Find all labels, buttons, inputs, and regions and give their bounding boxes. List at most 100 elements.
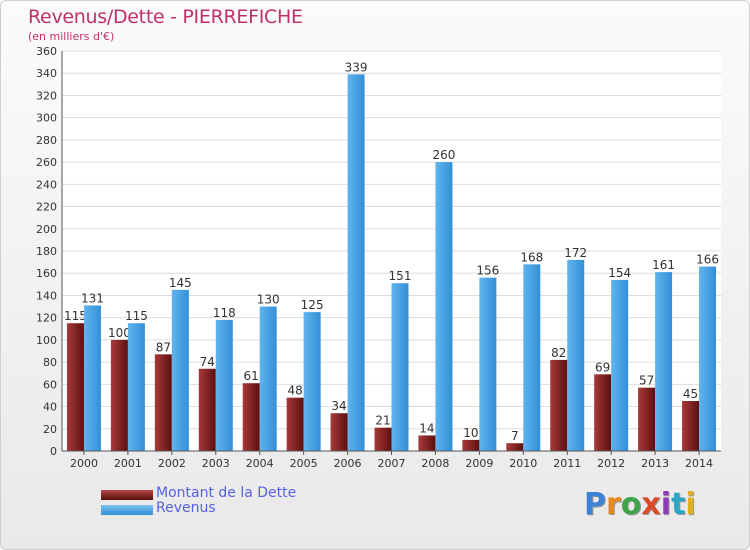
revenue-bar-label: 172	[564, 246, 587, 260]
debt-bar-label: 74	[200, 355, 215, 369]
logo-letter: i	[660, 487, 672, 522]
logo-letter: x	[641, 487, 661, 522]
y-tick-label: 360	[36, 45, 57, 58]
debt-bar	[550, 359, 568, 451]
debt-bar	[66, 323, 84, 451]
debt-bar	[682, 401, 700, 451]
y-tick-label: 240	[36, 178, 57, 191]
x-tick-label: 2008	[421, 457, 449, 470]
logo-letter: r	[606, 487, 621, 522]
x-tick-label: 2002	[158, 457, 186, 470]
y-tick-label: 340	[36, 67, 57, 80]
y-tick-label: 80	[43, 356, 57, 369]
chart-title: Revenus/Dette - PIERREFICHE	[28, 6, 303, 28]
chart-subtitle: (en milliers d'€)	[28, 30, 115, 43]
revenue-bar	[215, 319, 233, 451]
revenue-bar-label: 168	[520, 250, 543, 264]
revenue-bar-label: 118	[213, 306, 236, 320]
debt-bar-label: 61	[244, 369, 259, 383]
revenue-bar-label: 151	[389, 269, 412, 283]
revenue-bar	[391, 283, 409, 451]
revenue-bar-label: 161	[652, 258, 675, 272]
x-tick-label: 2009	[465, 457, 493, 470]
x-tick-label: 2011	[553, 457, 581, 470]
y-tick-label: 120	[36, 312, 57, 325]
debt-bar	[418, 435, 436, 451]
revenue-bar-label: 125	[301, 298, 324, 312]
debt-bar	[242, 383, 260, 451]
debt-bar-label: 57	[639, 374, 654, 388]
revenue-bar-label: 260	[432, 148, 455, 162]
y-tick-label: 300	[36, 112, 57, 125]
debt-bar	[330, 413, 348, 451]
revenue-bar	[655, 272, 673, 451]
x-tick-label: 2005	[290, 457, 318, 470]
y-tick-label: 200	[36, 223, 57, 236]
debt-bar	[594, 374, 612, 451]
revenue-bar-label: 156	[476, 264, 499, 278]
revenue-bar-label: 131	[81, 291, 104, 305]
y-tick-label: 160	[36, 267, 57, 280]
debt-bar-label: 115	[64, 309, 87, 323]
revenue-bar	[171, 289, 189, 451]
legend-label-revenue: Revenus	[156, 500, 216, 516]
proxiti-logo: Proxiti	[584, 487, 696, 522]
y-tick-label: 100	[36, 334, 57, 347]
debt-bar-label: 82	[551, 346, 566, 360]
debt-bar	[198, 368, 216, 451]
revenue-bar-label: 339	[345, 60, 368, 74]
x-tick-label: 2007	[378, 457, 406, 470]
revenue-bar	[303, 312, 321, 451]
debt-bar-label: 87	[156, 340, 171, 354]
x-tick-label: 2004	[246, 457, 274, 470]
y-tick-label: 320	[36, 89, 57, 102]
revenue-bar-label: 115	[125, 309, 148, 323]
revenue-bar-label: 154	[608, 266, 631, 280]
x-tick-label: 2012	[597, 457, 625, 470]
legend-swatch-revenue	[101, 505, 153, 515]
debt-bar-label: 10	[463, 426, 478, 440]
debt-bar	[374, 427, 392, 451]
debt-bar	[110, 339, 128, 451]
revenue-bar	[83, 305, 101, 451]
x-tick-label: 2013	[641, 457, 669, 470]
x-tick-label: 2010	[509, 457, 537, 470]
y-tick-label: 60	[43, 378, 57, 391]
debt-bar	[462, 439, 480, 451]
debt-bar-label: 21	[375, 414, 390, 428]
debt-bar	[638, 387, 656, 451]
debt-bar-label: 34	[331, 399, 346, 413]
y-tick-label: 0	[50, 445, 57, 458]
debt-bar-label: 100	[108, 326, 131, 340]
y-tick-label: 140	[36, 289, 57, 302]
x-tick-label: 2006	[334, 457, 362, 470]
revenue-bar	[347, 74, 365, 451]
x-tick-label: 2000	[70, 457, 98, 470]
debt-bar-label: 14	[419, 421, 434, 435]
revenue-bar	[567, 259, 585, 451]
legend-swatch-debt	[101, 490, 153, 500]
logo-letter: o	[620, 487, 642, 522]
revenue-bar	[699, 266, 717, 451]
debt-bar	[286, 397, 304, 451]
y-tick-label: 180	[36, 245, 57, 258]
debt-bar-label: 45	[683, 387, 698, 401]
y-tick-label: 220	[36, 201, 57, 214]
revenue-bar-label: 145	[169, 276, 192, 290]
debt-bar-label: 69	[595, 360, 610, 374]
revenue-bar	[479, 277, 497, 451]
debt-bar-label: 7	[511, 429, 519, 443]
debt-bar-label: 48	[287, 384, 302, 398]
logo-letter: P	[584, 487, 606, 522]
revenue-bar	[523, 264, 541, 451]
x-tick-label: 2003	[202, 457, 230, 470]
y-tick-label: 20	[43, 423, 57, 436]
debt-bar	[154, 354, 172, 451]
debt-bar	[506, 443, 524, 451]
revenue-bar-label: 166	[696, 253, 719, 267]
revenue-bar	[259, 306, 277, 451]
revenue-bar	[611, 279, 629, 451]
x-tick-label: 2001	[114, 457, 142, 470]
